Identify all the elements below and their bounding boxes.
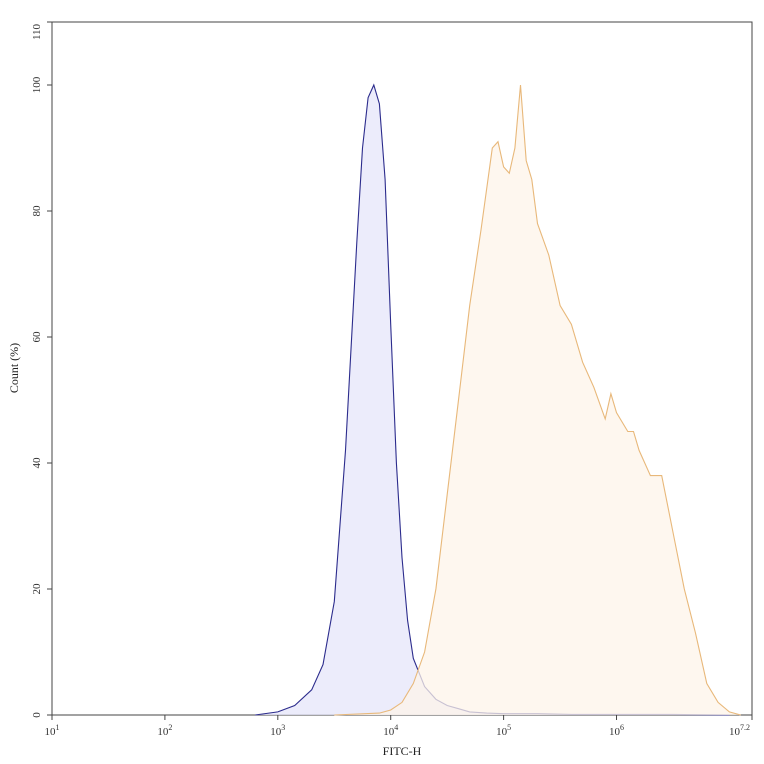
x-tick-label: 102 [157, 723, 172, 738]
x-tick-label: 106 [609, 723, 624, 738]
y-tick-label: 100 [31, 76, 43, 93]
x-tick-label: 101 [45, 723, 60, 738]
y-tick-label: 20 [31, 583, 43, 595]
x-tick-label: 104 [383, 723, 398, 738]
x-tick-label: 105 [496, 723, 511, 738]
x-tick-label: 107.2 [729, 723, 750, 738]
x-axis-ticks: 101 102 103 104 105 106 107.2 [45, 715, 753, 738]
x-axis-title: FITC-H [383, 744, 422, 758]
y-axis-ticks: 0 20 40 60 80 100 110 [31, 21, 52, 718]
y-tick-label: 60 [31, 331, 43, 343]
y-tick-label: 80 [31, 205, 43, 217]
y-tick-label: 40 [31, 457, 43, 469]
series-2-line [334, 84, 741, 716]
series-1-area [255, 85, 730, 715]
y-tick-label: 110 [31, 23, 43, 40]
series-layer [255, 83, 741, 716]
y-axis-title: Count (%) [7, 343, 21, 393]
x-tick-label: 103 [270, 723, 285, 738]
series-2-area [334, 85, 741, 715]
y-tick-label: 0 [31, 712, 43, 718]
